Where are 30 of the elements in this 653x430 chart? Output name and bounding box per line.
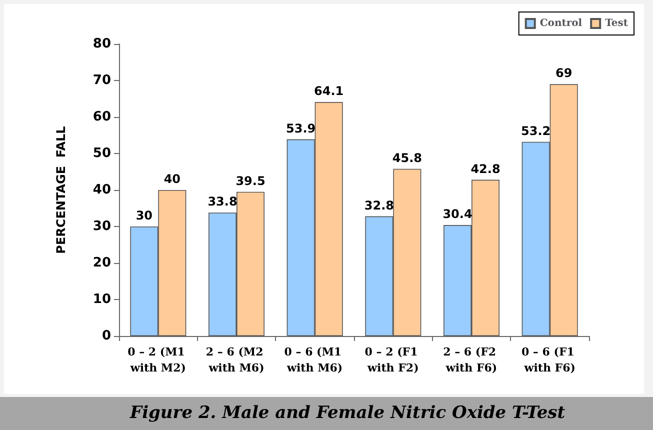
y-axis-title: PERCENTAGE FALL <box>54 126 68 254</box>
y-tick-label: 40 <box>92 182 111 198</box>
x-tick-label: 2 – 6 (M2 with M6) <box>206 346 268 374</box>
x-tick-label: 0 – 6 (M1 with M6) <box>284 346 346 374</box>
legend-label: Test <box>605 18 628 29</box>
data-label: 69 <box>555 66 572 80</box>
y-tick-label: 50 <box>92 146 111 161</box>
y-tick-label: 20 <box>92 256 111 270</box>
data-label: 53.9 <box>286 121 316 136</box>
y-tick-label: 60 <box>92 110 111 124</box>
y-tick-label: 30 <box>92 219 111 234</box>
data-label: 42.8 <box>470 162 500 176</box>
data-label: 45.8 <box>392 150 422 165</box>
x-tick-label: 2 – 6 (F2 with F6) <box>443 346 500 374</box>
x-tick-label: 0 – 2 (M1 with M2) <box>128 346 189 374</box>
x-tick-label: 0 – 6 (F1 with F6) <box>521 346 578 374</box>
data-label: 32.8 <box>364 198 394 212</box>
text: Figure 2. Male and Female Nitric Oxide T-Test <box>0 397 653 430</box>
data-label: 40 <box>164 172 181 186</box>
y-tick-label: 0 <box>102 328 111 344</box>
data-label: 39.5 <box>236 174 266 188</box>
data-label: 64.1 <box>314 84 344 98</box>
legend-label: Control <box>540 18 582 29</box>
y-tick-label: 80 <box>92 36 111 52</box>
y-tick-label: 70 <box>92 73 111 88</box>
y-tick-label: 10 <box>92 292 111 307</box>
data-label: 33.8 <box>208 194 238 209</box>
x-tick-label: 0 – 2 (F1 with F2) <box>364 346 422 374</box>
data-label: 53.2 <box>521 124 551 138</box>
data-label: 30 <box>136 208 153 222</box>
